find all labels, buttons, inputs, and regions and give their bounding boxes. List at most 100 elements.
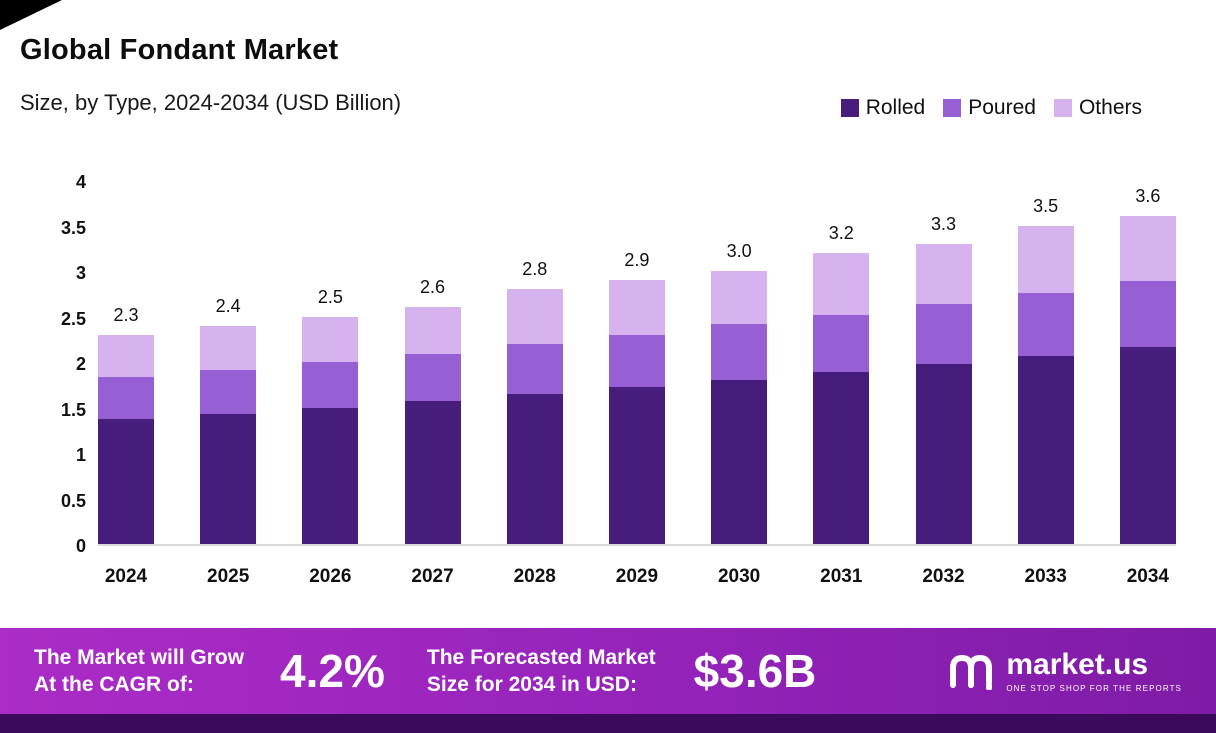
bar-column-2029: 2.9: [608, 250, 665, 544]
footer-banner: The Market will Grow At the CAGR of: 4.2…: [0, 628, 1216, 714]
bar-total-label: 2.3: [113, 304, 139, 325]
legend-swatch: [1053, 99, 1072, 117]
x-tick-label: 2032: [922, 566, 965, 587]
y-tick-label: 0.5: [60, 490, 86, 511]
chart-subtitle: Size, by Type, 2024-2034 (USD Billion): [20, 90, 402, 115]
x-tick-label: 2028: [513, 566, 556, 587]
brand-text: market.us ONE STOP SHOP FOR THE REPORTS: [1006, 647, 1182, 693]
marketus-logo-icon: [950, 654, 993, 690]
bar-column-2026: 2.5: [302, 286, 359, 544]
bar-segment-others: [608, 280, 665, 335]
bar-segment-others: [813, 252, 870, 315]
bar-column-2031: 3.2: [813, 222, 870, 544]
y-tick-label: 4: [75, 172, 86, 192]
bar-total-label: 2.9: [624, 250, 650, 271]
bar-total-label: 3.3: [930, 213, 957, 234]
x-tick-label: 2025: [207, 566, 250, 587]
brand-name: market.us: [1006, 647, 1149, 681]
bar-column-2027: 2.6: [404, 277, 461, 544]
legend-swatch: [840, 99, 859, 117]
bar-segment-poured: [404, 353, 461, 402]
bar-segment-rolled: [404, 401, 461, 544]
bar-column-2032: 3.3: [915, 213, 972, 544]
bar-segment-rolled: [608, 387, 665, 544]
bar-segment-others: [711, 271, 768, 324]
bar-total-label: 3.2: [828, 222, 854, 243]
x-tick-label: 2031: [820, 566, 863, 587]
x-tick-label: 2034: [1126, 566, 1170, 587]
y-axis: 0 0.5 1 1.5 2 2.5 3 3.5 4: [28, 172, 86, 556]
bar-segment-rolled: [302, 407, 359, 544]
chart-title: Global Fondant Market: [20, 34, 339, 66]
y-tick-label: 0: [75, 536, 86, 556]
x-tick-label: 2033: [1024, 566, 1067, 587]
plot-wrap: 2.3 2.4 2.5 2.6 2.8 2.9 3.0 3.2 3.3 3.5 3.6: [98, 182, 1176, 546]
bar-segment-poured: [813, 314, 870, 373]
bar-stack: [1017, 225, 1074, 544]
bar-column-2033: 3.5: [1017, 196, 1074, 544]
bar-column-2030: 3.0: [711, 241, 768, 544]
bar-segment-others: [200, 325, 257, 371]
bar-segment-poured: [506, 343, 563, 394]
footer-strip: [0, 714, 1216, 733]
bar-stack: [608, 280, 665, 544]
bar-segment-others: [1119, 216, 1176, 282]
y-tick-label: 2: [75, 354, 86, 374]
bar-stack: [1119, 216, 1176, 544]
x-tick-label: 2026: [309, 566, 352, 587]
bar-segment-poured: [98, 377, 154, 420]
y-tick-label: 1.5: [60, 399, 86, 420]
brand-lockup: market.us ONE STOP SHOP FOR THE REPORTS: [948, 647, 1182, 693]
x-axis: 2024 2025 2026 2027 2028 2029 2030 2031 2032 2033…: [98, 566, 1176, 588]
bar-column-2024: 2.3: [98, 305, 154, 544]
bar-column-2025: 2.4: [200, 296, 257, 544]
bar-segment-others: [915, 243, 972, 304]
bar-segment-rolled: [1017, 355, 1074, 544]
bar-segment-others: [98, 334, 154, 378]
brand-tagline: ONE STOP SHOP FOR THE REPORTS: [1006, 683, 1182, 693]
bar-segment-others: [404, 307, 461, 354]
bar-total-label: 2.5: [317, 286, 343, 307]
corner-decoration: [0, 0, 62, 30]
bar-stack: [915, 243, 972, 544]
y-tick-label: 1: [75, 445, 86, 465]
bar-segment-rolled: [506, 393, 563, 544]
cagr-value: 4.2%: [280, 645, 385, 697]
bar-stack: [506, 289, 563, 544]
forecast-label: The Forecasted Market Size for 2034 in U…: [426, 645, 656, 696]
forecast-value: $3.6B: [693, 645, 817, 697]
bar-stack: [302, 316, 359, 544]
bar-segment-poured: [302, 362, 359, 408]
bar-segment-poured: [711, 323, 768, 381]
x-tick-label: 2029: [615, 566, 659, 587]
bar-segment-poured: [608, 334, 665, 388]
legend-item-rolled: Rolled: [840, 96, 926, 120]
bar-column-2028: 2.8: [506, 259, 563, 544]
cagr-label: The Market will Grow At the CAGR of:: [34, 645, 245, 696]
bar-stack: [200, 325, 257, 544]
bar-segment-poured: [200, 370, 257, 414]
bar-total-label: 3.0: [726, 241, 752, 262]
bar-stack: [404, 307, 461, 544]
bar-segment-poured: [1017, 292, 1074, 356]
x-tick-label: 2024: [104, 566, 148, 587]
bar-stack: [98, 334, 154, 544]
bar-total-label: 3.6: [1135, 186, 1161, 207]
legend-label: Rolled: [865, 96, 926, 119]
bar-segment-others: [302, 316, 359, 362]
bar-stack: [813, 252, 870, 544]
legend-item-poured: Poured: [943, 96, 1036, 120]
bar-segment-rolled: [1119, 346, 1176, 544]
bar-segment-poured: [915, 303, 972, 364]
bar-stack: [711, 271, 768, 544]
x-tick-label: 2030: [717, 566, 761, 587]
bar-total-label: 2.8: [522, 259, 548, 280]
bar-segment-others: [506, 289, 563, 344]
bar-total-label: 2.6: [420, 277, 446, 298]
legend-label: Poured: [968, 96, 1036, 119]
y-tick-label: 3: [75, 263, 86, 283]
legend: Rolled Poured Others: [840, 96, 1142, 120]
y-tick-label: 2.5: [60, 308, 86, 329]
bar-segment-rolled: [813, 372, 870, 544]
y-tick-label: 3.5: [60, 217, 86, 238]
